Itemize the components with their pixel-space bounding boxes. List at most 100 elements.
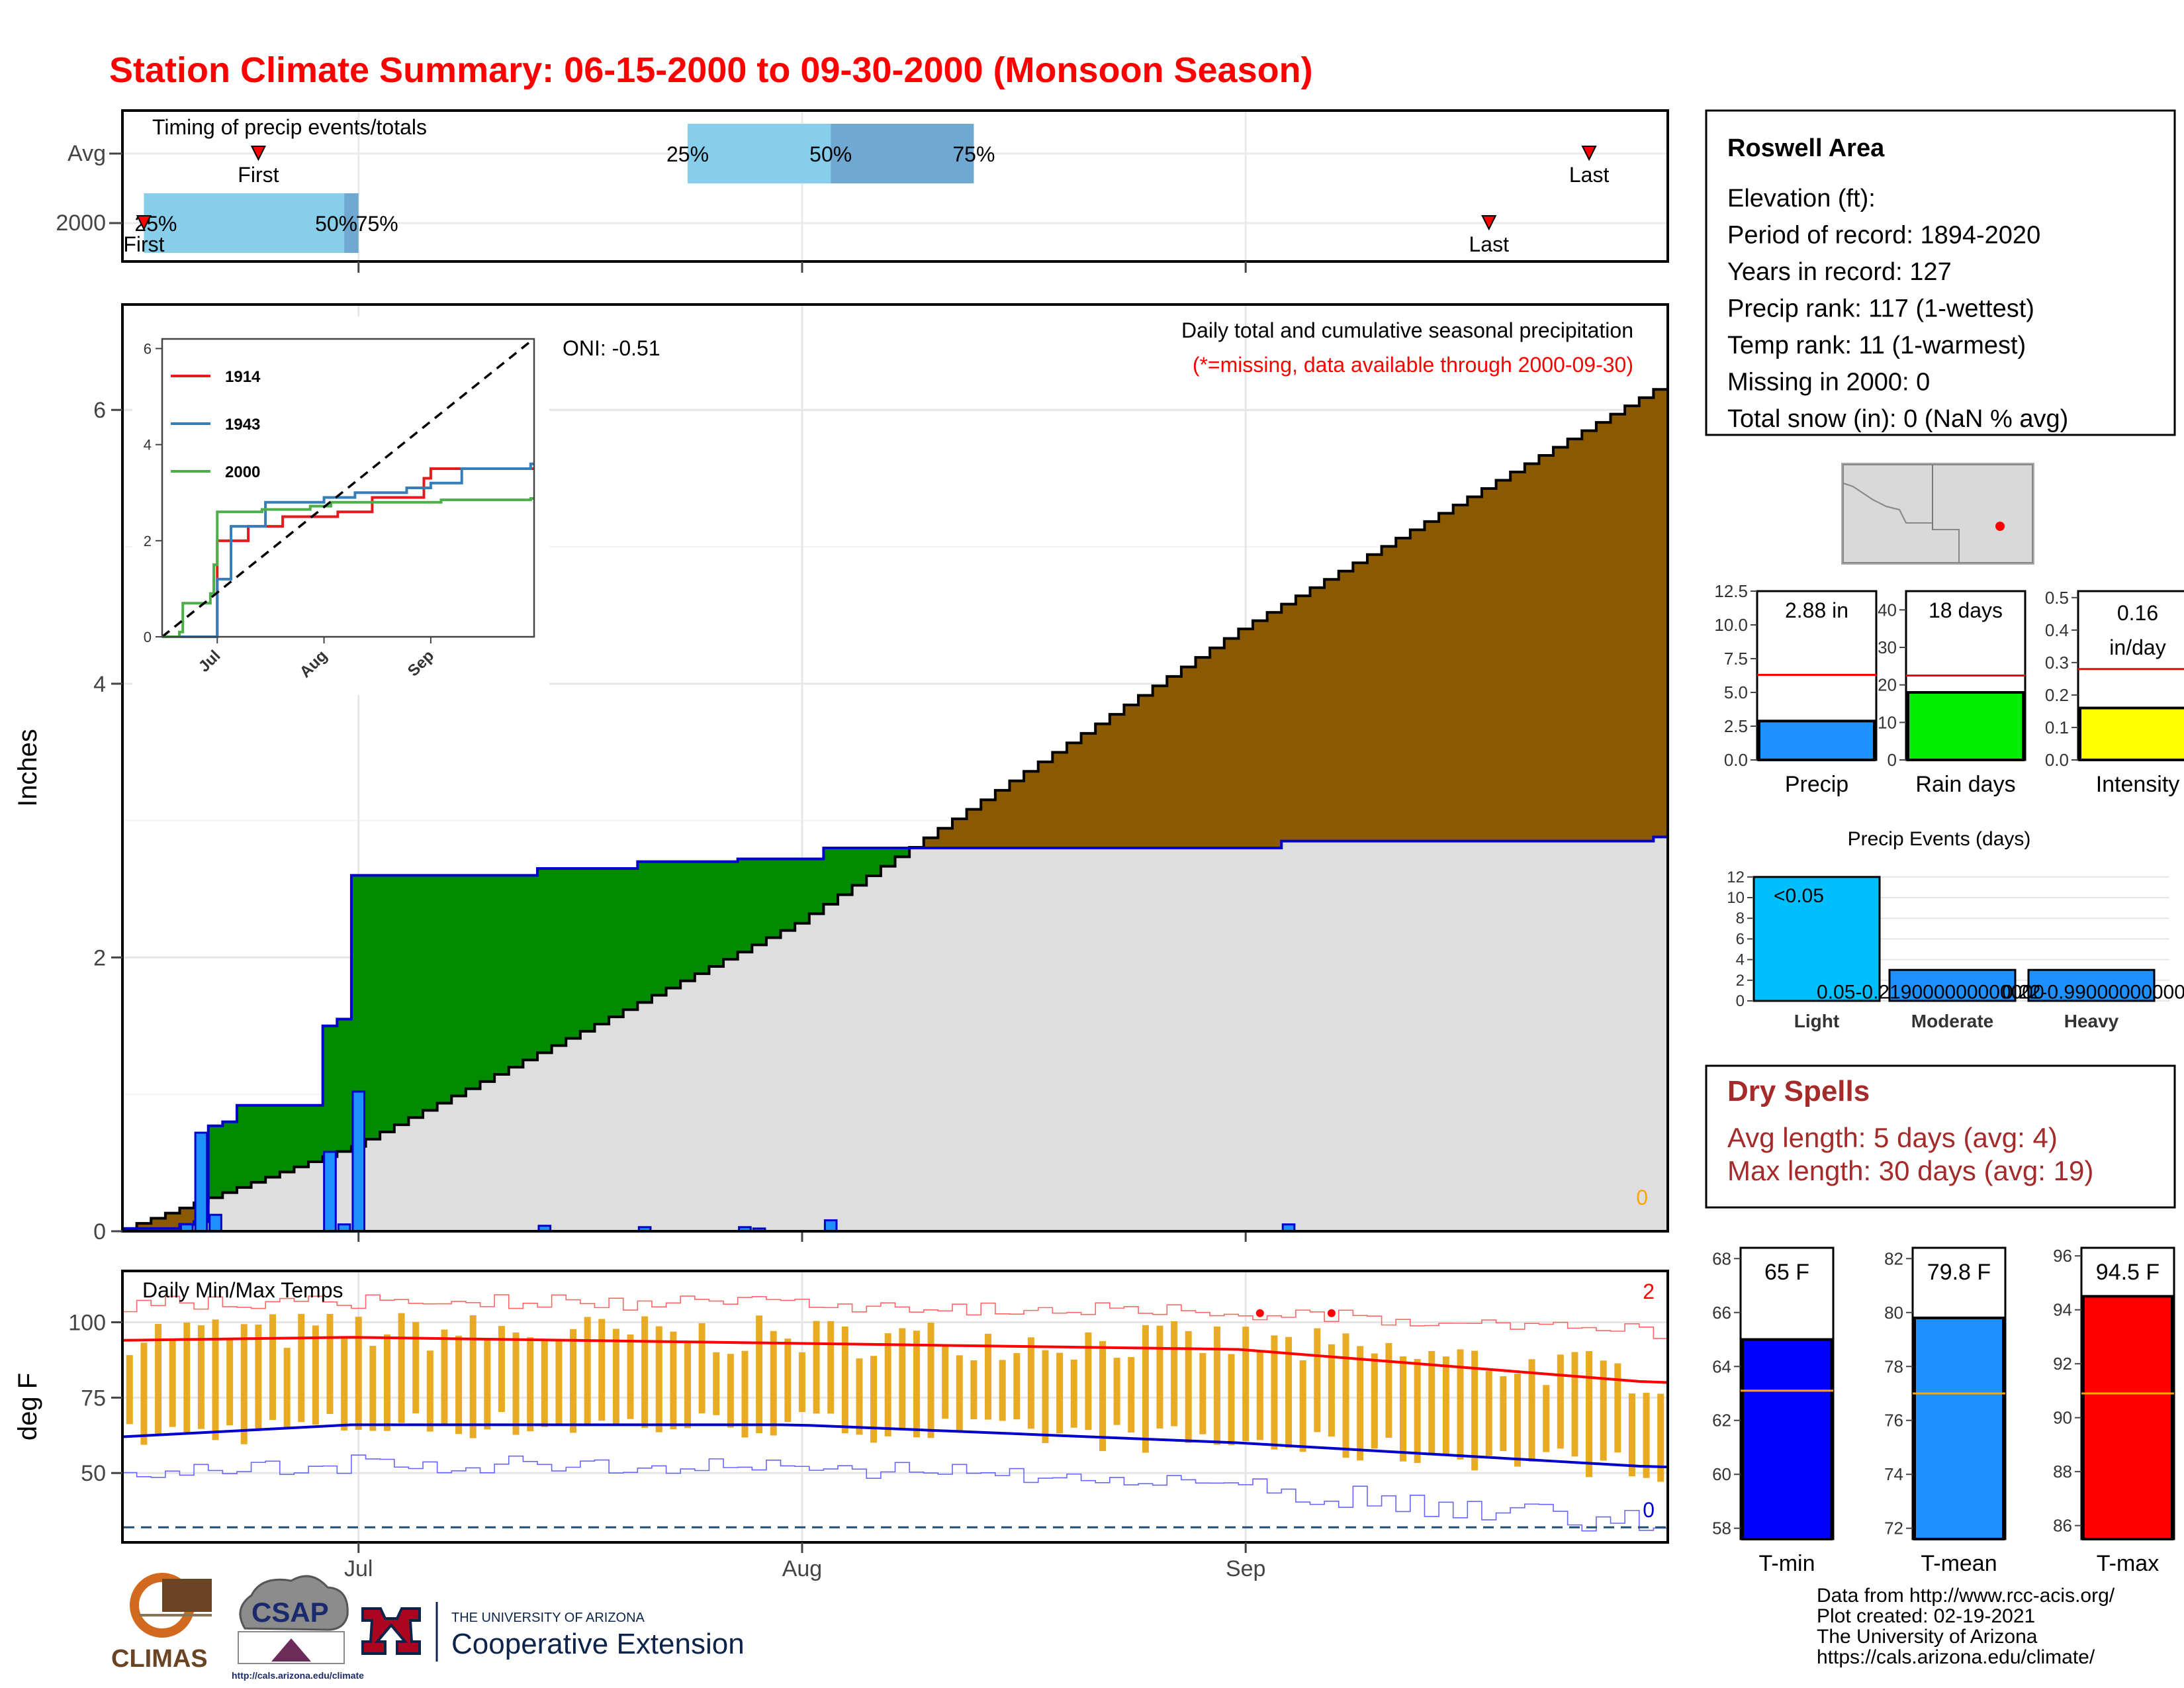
precip-surplus-area (408, 875, 424, 1118)
daily-temp-bar (1070, 1359, 1077, 1428)
precip-y-tick-label: 0 (93, 1219, 106, 1244)
timing-row-2000: 2000 (56, 211, 106, 236)
precip-deficit-area (1281, 604, 1297, 841)
daily-temp-bar (827, 1321, 835, 1414)
precip-surplus-area (580, 868, 596, 1031)
daily-temp-bar (798, 1352, 805, 1413)
precip-stat-value: 18 days (1929, 598, 2003, 622)
precip-surplus-area (265, 1105, 281, 1178)
events-category-label: Moderate (1911, 1011, 1993, 1031)
daily-temp-bar (126, 1355, 133, 1425)
daily-temp-bar (1428, 1350, 1435, 1454)
precip-deficit-area (1310, 587, 1325, 841)
daily-temp-bar (1500, 1376, 1507, 1452)
precip-surplus-area (508, 875, 523, 1068)
daily-temp-bar (1056, 1352, 1064, 1434)
temp-stat-tick-label: 66 (1712, 1303, 1731, 1323)
precip-stat-tick-label: 0.5 (2045, 588, 2069, 608)
precip-surplus-area (709, 861, 724, 966)
precip-deficit-area (1210, 647, 1225, 848)
precip-deficit-area (1653, 389, 1668, 837)
daily-temp-bar (398, 1313, 405, 1423)
precip-stat-label: Precip (1785, 772, 1848, 797)
precip-stat-value-unit: in/day (2109, 635, 2165, 659)
daily-temp-bar (1113, 1358, 1120, 1425)
precip-deficit-area (1195, 657, 1210, 848)
daily-temp-bar (383, 1334, 390, 1431)
precip-deficit-area (1424, 521, 1439, 841)
precip-stat-tick-label: 10.0 (1714, 615, 1748, 635)
timing-iqr-upper-bar (344, 193, 359, 253)
events-y-tick-label: 12 (1727, 868, 1745, 886)
daily-temp-bar (226, 1338, 234, 1426)
timing-label: Timing of precip events/totals (152, 115, 427, 139)
daily-temp-bar (942, 1344, 949, 1419)
temp-stat-label: T-max (2097, 1551, 2159, 1576)
daily-precip-bar (351, 1090, 366, 1233)
daily-temp-bar (1485, 1371, 1492, 1456)
dry-spells-avg: Avg length: 5 days (avg: 4) (1727, 1122, 2058, 1153)
precip-base-area (122, 837, 1668, 1231)
station-info-line: Total snow (in): 0 (NaN % avg) (1727, 405, 2068, 433)
temp-stat-tick-label: 64 (1712, 1356, 1731, 1376)
timing-pct-label: 75% (356, 212, 398, 236)
inset-legend: 1914 1943 2000 (171, 368, 261, 481)
temp-stat-value: 79.8 F (1927, 1260, 1991, 1285)
precip-deficit-area (1138, 695, 1154, 848)
precip-stat-tick-label: 5.0 (1724, 682, 1748, 702)
timing-iqr-lower-bar (144, 193, 345, 253)
daily-temp-bar (255, 1324, 262, 1431)
precip-annotation-title: Daily total and cumulative seasonal prec… (1181, 318, 1633, 342)
state-arizona-south (1843, 482, 1960, 563)
daily-temp-bar (756, 1315, 763, 1434)
temp-y-tick-label: 50 (81, 1461, 106, 1486)
climas-logo-block (162, 1579, 212, 1612)
events-category-label: Light (1794, 1011, 1839, 1031)
precip-deficit-area (1238, 629, 1253, 848)
precip-surplus-area (623, 868, 638, 1010)
credit-university: The University of Arizona (1817, 1626, 2038, 1648)
daily-temp-bar (1013, 1353, 1021, 1420)
temp-stat-label: T-min (1759, 1551, 1815, 1576)
precip-stat-bar (2079, 706, 2184, 761)
temp-stat-tick-label: 76 (1884, 1411, 1903, 1430)
precip-deficit-area (1066, 743, 1082, 848)
daily-temp-bar (140, 1342, 148, 1445)
daily-temp-bar (1027, 1337, 1034, 1429)
precip-deficit-area (1496, 480, 1511, 841)
daily-precip-bar (823, 1219, 838, 1233)
precip-surplus-area (423, 875, 438, 1111)
timing-pct-label: 75% (952, 142, 995, 166)
month-tick-label: Sep (1226, 1556, 1266, 1581)
precip-content (122, 388, 1668, 1233)
precip-average-cumulative-line (122, 388, 1668, 1230)
station-info-line: Years in record: 127 (1727, 258, 1952, 286)
precip-stat-tick-label: 0.4 (2045, 620, 2069, 640)
station-name: Roswell Area (1727, 134, 1885, 162)
daily-temp-bar (670, 1331, 677, 1430)
precip-surplus-area (823, 847, 839, 905)
daily-temp-bar (355, 1317, 362, 1430)
daily-temp-bar (283, 1348, 291, 1429)
precip-surplus-area (766, 859, 782, 938)
temp-bg (122, 1271, 1668, 1542)
daily-temp-bar (240, 1324, 248, 1444)
daily-temp-bar (455, 1335, 463, 1434)
daily-temp-bar (1571, 1352, 1578, 1457)
precip-deficit-area (1567, 439, 1582, 841)
precip-surplus-area (465, 875, 481, 1089)
precip-deficit-area (1553, 447, 1569, 841)
precip-stat-tick-label: 0.0 (1724, 750, 1748, 770)
precip-annotation-missing: (*=missing, data available through 2000-… (1193, 353, 1633, 377)
precip-surplus-area (866, 847, 882, 876)
daily-temp-bar (512, 1332, 520, 1435)
temp-stat-value: 94.5 F (2096, 1260, 2160, 1285)
daily-temp-bar (169, 1340, 176, 1427)
climas-logo: CLIMAS (111, 1573, 212, 1673)
ua-logo: THE UNIVERSITY OF ARIZONA Cooperative Ex… (361, 1602, 745, 1662)
precip-surplus-area (365, 875, 381, 1139)
precip-surplus-area (437, 875, 452, 1103)
daily-temp-bar (598, 1319, 606, 1421)
precip-deficit-area (1439, 513, 1454, 841)
daily-temp-bar (1185, 1331, 1192, 1443)
